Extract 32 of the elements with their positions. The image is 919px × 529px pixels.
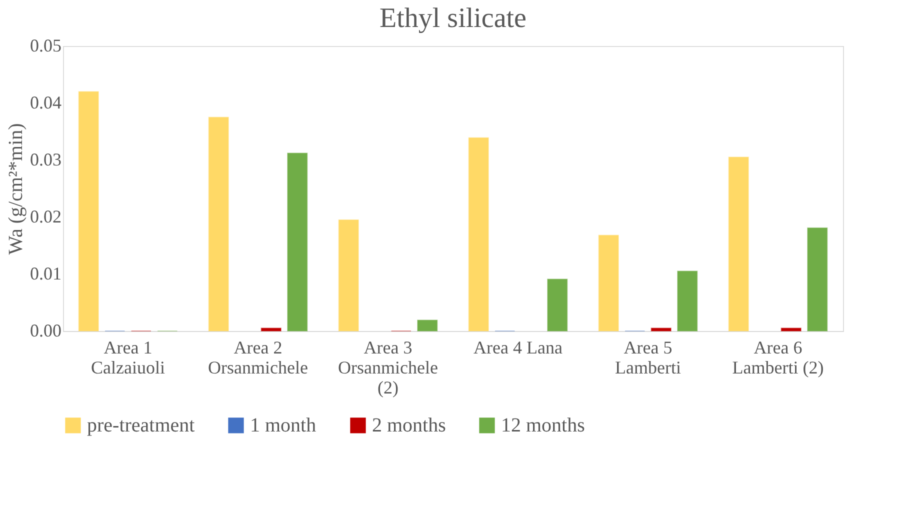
y-tick-label: 0.03 <box>30 150 62 170</box>
bar <box>287 152 308 332</box>
x-tick-label: Area 3 Orsanmichele (2) <box>338 338 438 398</box>
bar <box>338 219 359 332</box>
bar <box>807 227 828 332</box>
bar <box>417 320 438 332</box>
y-tick-label: 0.04 <box>30 92 62 112</box>
bar <box>547 278 568 332</box>
y-tick-label: 0.00 <box>30 320 62 340</box>
y-tick-label: 0.01 <box>30 264 62 284</box>
chart-title: Ethyl silicate <box>380 3 526 34</box>
x-tick-label: Area 1 Calzaiuoli <box>91 338 165 378</box>
legend-label: 2 months <box>372 414 446 436</box>
bar <box>208 116 229 332</box>
y-axis-title: Wa (g/cm²*min) <box>5 123 27 255</box>
x-tick-label: Area 2 Orsanmichele <box>208 338 308 378</box>
y-tick-label: 0.05 <box>30 36 62 56</box>
bar <box>728 156 749 332</box>
bar <box>260 328 282 332</box>
bar <box>780 328 802 332</box>
legend-label: 1 month <box>250 414 316 436</box>
bar <box>468 137 489 332</box>
bar <box>598 234 619 332</box>
legend-label: 12 months <box>501 414 586 436</box>
x-tick-label: Area 5 Lamberti <box>615 338 681 378</box>
bar <box>650 328 672 332</box>
legend-label: pre-treatment <box>87 414 196 436</box>
bar <box>78 91 99 332</box>
x-tick-label: Area 4 Lana <box>474 338 562 358</box>
x-tick-label: Area 6 Lamberti (2) <box>732 338 824 378</box>
y-tick-label: 0.02 <box>30 206 62 226</box>
bar <box>677 270 698 332</box>
